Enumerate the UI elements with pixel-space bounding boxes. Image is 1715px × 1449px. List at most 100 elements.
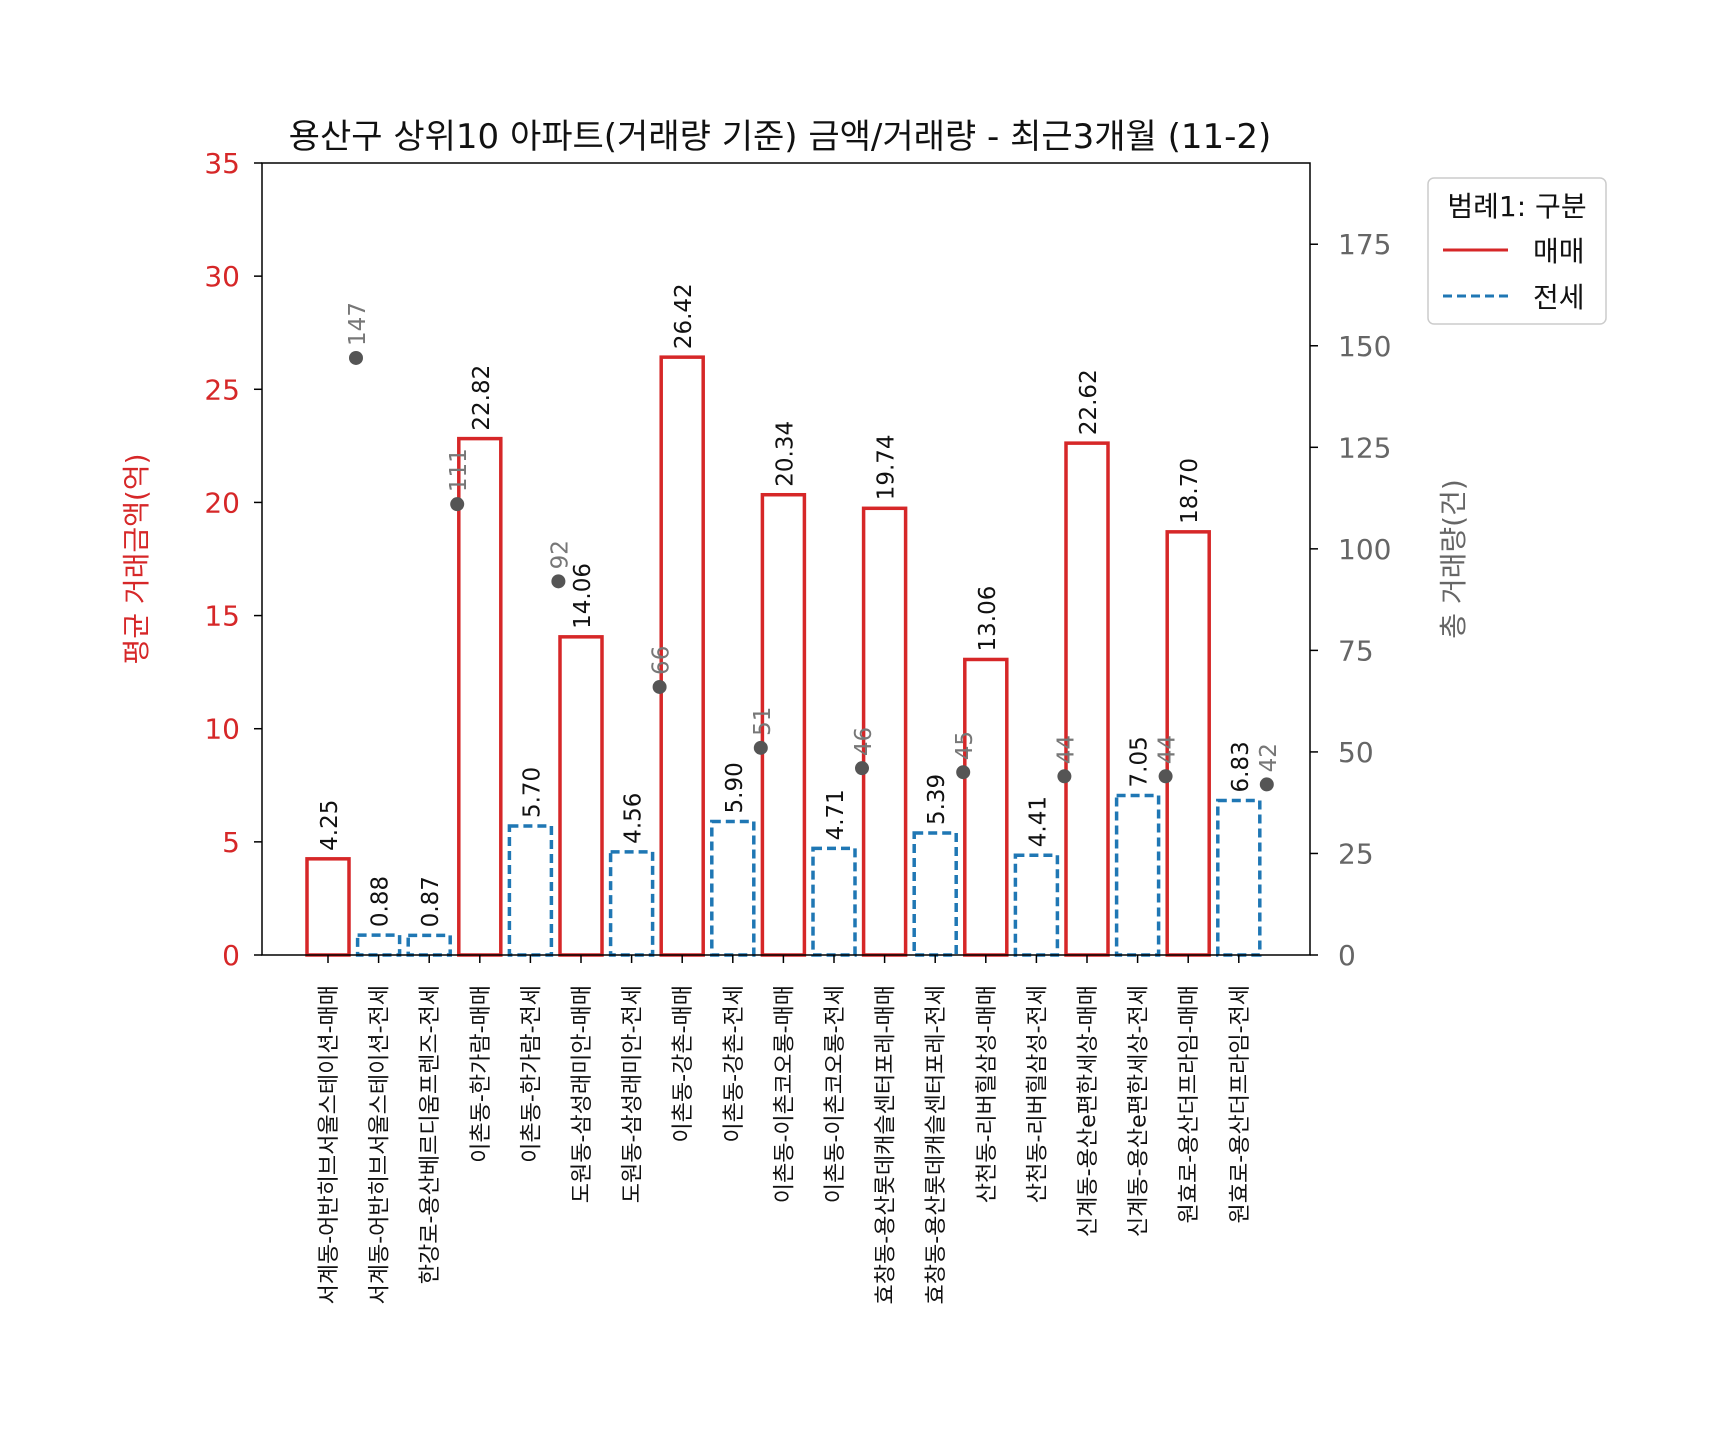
- x-tick-label: 산천동-리버힐삼성-매매: [975, 985, 1000, 1203]
- bar: [558, 635, 604, 957]
- y2-tick-label: 100: [1338, 533, 1391, 566]
- volume-label: 46: [851, 727, 877, 756]
- y2-tick-label: 125: [1338, 431, 1391, 464]
- x-tick-label: 이촌동-이촌코오롱-전세: [823, 985, 848, 1203]
- y2-tick-label: 75: [1338, 634, 1374, 667]
- y2-tick-label: 175: [1338, 228, 1391, 261]
- x-tick-label: 원효로-용산더프라임-전세: [1228, 985, 1253, 1224]
- y2-tick-label: 50: [1338, 736, 1374, 769]
- y-axis-label: 평균 거래금액(억): [120, 453, 153, 664]
- bar-value-label: 4.25: [317, 800, 343, 851]
- bar-value-label: 22.62: [1076, 369, 1102, 435]
- y-tick-label: 20: [204, 486, 240, 519]
- volume-label: 42: [1256, 743, 1282, 772]
- bar: [1064, 441, 1110, 957]
- y-axis-left: 0 5 10 15 20 25 30 35: [204, 147, 262, 972]
- x-tick-label: 산천동-리버힐삼성-전세: [1025, 985, 1050, 1203]
- bar: [355, 933, 402, 957]
- x-tick-label: 이촌동-한가람-전세: [519, 985, 544, 1163]
- bars-layer: 4.25 0.88 0.87 22.82 5.70 14.06 4.56 26.42 5.90 2…: [305, 283, 1262, 957]
- volume-layer: 147 111 92 66 51 46 45 44 44 42: [345, 302, 1282, 792]
- volume-label: 45: [952, 731, 978, 760]
- chart-title: 용산구 상위10 아파트(거래량 기준) 금액/거래량 - 최근3개월 (11-…: [289, 117, 1272, 157]
- y-tick-label: 5: [222, 826, 240, 859]
- x-tick-label: 원효로-용산더프라임-매매: [1177, 985, 1202, 1224]
- y-tick-label: 25: [204, 373, 240, 406]
- volume-point: [450, 497, 465, 512]
- bar: [811, 846, 857, 957]
- volume-point: [349, 350, 363, 365]
- x-tick-label: 효창동-용산롯데캐슬센터포레-매매: [874, 985, 899, 1304]
- x-tick-label: 서계동-어반히브서울스테이션-매매: [317, 985, 342, 1304]
- volume-point: [956, 765, 971, 780]
- bar-value-label: 18.70: [1177, 458, 1203, 524]
- y2-axis-label: 총 거래량(건): [1437, 479, 1470, 639]
- volume-label: 111: [446, 448, 472, 492]
- bar-value-label: 0.88: [368, 876, 394, 927]
- volume-point: [551, 574, 566, 589]
- bar: [1216, 798, 1262, 957]
- x-tick-label: 신계동-용산e편한세상-매매: [1076, 985, 1101, 1237]
- bar-value-label: 0.87: [418, 876, 444, 927]
- x-tick-label: 이촌동-이촌코오롱-매매: [772, 985, 797, 1203]
- volume-label: 92: [547, 540, 573, 569]
- x-tick-label: 이촌동-강촌-전세: [722, 985, 747, 1143]
- legend: 범례1: 구분 매매 전세: [1427, 177, 1607, 325]
- bar-value-label: 4.56: [621, 793, 647, 844]
- bar: [608, 850, 655, 957]
- bar-value-label: 26.42: [671, 283, 697, 349]
- y-tick-label: 15: [204, 600, 240, 633]
- y-tick-label: 10: [204, 713, 240, 746]
- volume-point: [855, 761, 869, 776]
- x-tick-label: 도원동-삼성래미안-전세: [621, 985, 646, 1203]
- volume-label: 44: [1053, 735, 1079, 764]
- bar-value-label: 4.41: [1025, 796, 1051, 847]
- volume-point: [753, 740, 768, 755]
- bar-value-label: 13.06: [975, 586, 1001, 652]
- bar-value-label: 5.90: [722, 762, 748, 813]
- x-tick-label: 도원동-삼성래미안-매매: [570, 985, 595, 1203]
- x-tick-label: 서계동-어반히브서울스테이션-전세: [368, 985, 393, 1304]
- legend-title: 범례1: 구분: [1447, 190, 1586, 223]
- bar-value-label: 19.74: [874, 434, 900, 500]
- x-tick-label: 효창동-용산롯데캐슬센터포레-전세: [924, 985, 949, 1304]
- volume-label: 66: [649, 646, 675, 675]
- bar: [1013, 853, 1060, 957]
- volume-point: [1259, 777, 1274, 792]
- bar-value-label: 7.05: [1127, 736, 1153, 787]
- bar-value-label: 5.70: [519, 767, 545, 818]
- y-tick-label: 0: [222, 939, 240, 972]
- volume-label: 44: [1155, 735, 1181, 764]
- volume-label: 147: [345, 302, 371, 346]
- legend-box: [1427, 177, 1607, 325]
- bar: [912, 831, 958, 957]
- y-axis-right: 0 25 50 75 100 125 150 175: [1310, 228, 1391, 972]
- x-tick-label: 신계동-용산e편한세상-전세: [1127, 985, 1152, 1237]
- y2-tick-label: 0: [1338, 939, 1356, 972]
- y2-tick-label: 150: [1338, 330, 1391, 363]
- bar-value-label: 5.39: [924, 774, 950, 825]
- bar: [710, 819, 756, 957]
- volume-label: 51: [750, 707, 776, 736]
- x-axis: 서계동-어반히브서울스테이션-매매 서계동-어반히브서울스테이션-전세 한강로-용산…: [317, 955, 1253, 1304]
- plot-frame: [261, 162, 1311, 956]
- y-tick-label: 35: [204, 147, 240, 180]
- volume-point: [1158, 769, 1173, 784]
- legend-label-jeonse: 전세: [1533, 281, 1585, 314]
- x-tick-label: 이촌동-한가람-매매: [469, 985, 494, 1163]
- x-tick-label: 한강로-용산베르디움프렌즈-전세: [418, 985, 443, 1284]
- bar-value-label: 4.71: [823, 789, 849, 840]
- bar: [1114, 793, 1161, 957]
- x-tick-label: 이촌동-강촌-매매: [671, 985, 696, 1143]
- volume-point: [1057, 769, 1072, 784]
- y2-tick-label: 25: [1338, 837, 1374, 870]
- bar-value-label: 6.83: [1228, 741, 1254, 792]
- bar: [406, 933, 452, 957]
- bar: [305, 857, 351, 957]
- legend-label-sale: 매매: [1533, 235, 1585, 268]
- y-tick-label: 30: [204, 260, 240, 293]
- bar: [457, 436, 503, 957]
- bar-value-label: 22.82: [469, 365, 495, 431]
- volume-point: [652, 679, 667, 694]
